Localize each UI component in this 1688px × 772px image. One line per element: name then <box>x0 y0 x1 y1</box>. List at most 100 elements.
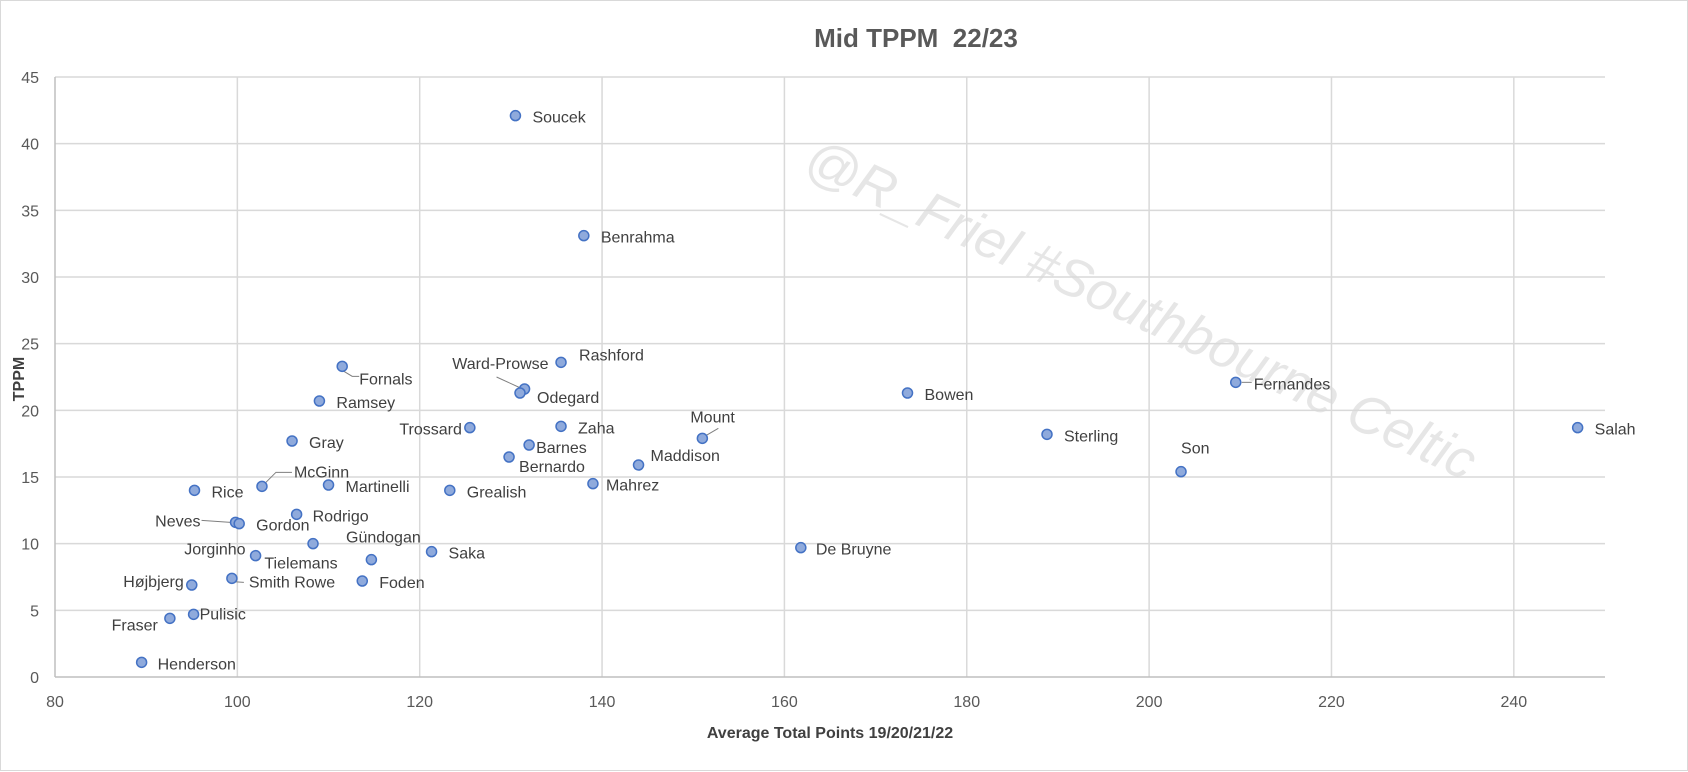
scatter-point <box>444 484 456 497</box>
scatter-point <box>336 360 348 373</box>
point-label: Tielemans <box>264 556 337 573</box>
point-label: Bowen <box>925 387 974 404</box>
x-tick-label: 240 <box>1500 694 1527 711</box>
point-label: Gündogan <box>346 530 421 547</box>
point-label: Rice <box>212 484 244 501</box>
scatter-point <box>632 459 645 471</box>
scatter-point <box>249 549 262 562</box>
point-label: Gordon <box>256 518 309 535</box>
axes: 0 5 10 15 20 25 30 35 40 45 80 100 120 140 160 180 200 22… <box>21 70 1605 711</box>
point-label: Mahrez <box>606 478 659 495</box>
point-label: Ramsey <box>336 395 395 412</box>
scatter-point <box>164 612 176 625</box>
point-labels: Soucek Benrahma Rashford Ward-Prowse Odegard… <box>112 110 1636 674</box>
scatter-point <box>313 395 326 407</box>
point-label: Ward-Prowse <box>452 356 548 373</box>
point-label: Benrahma <box>601 230 675 247</box>
point-label: Henderson <box>158 656 236 673</box>
point-label: Rashford <box>579 347 644 364</box>
x-tick-label: 200 <box>1136 694 1163 711</box>
point-label: Fraser <box>112 617 159 634</box>
scatter-point <box>1175 465 1187 478</box>
point-label: Bernardo <box>519 459 585 476</box>
scatter-point <box>226 572 238 585</box>
scatter-point <box>509 109 522 122</box>
scatter-point <box>503 451 515 463</box>
point-label: Trossard <box>399 422 462 439</box>
x-tick-label: 140 <box>589 694 616 711</box>
scatter-point <box>135 656 148 669</box>
point-label: Pulisic <box>200 606 246 623</box>
x-tick-label: 160 <box>771 694 798 711</box>
x-tick-label: 180 <box>953 694 980 711</box>
y-tick-label: 0 <box>30 670 39 687</box>
scatter-point <box>286 435 298 447</box>
gridlines <box>55 76 1605 677</box>
point-label: Salah <box>1595 422 1636 439</box>
data-points <box>135 109 1584 669</box>
point-label: Son <box>1181 441 1209 458</box>
x-tick-label: 120 <box>406 694 433 711</box>
x-tick-label: 220 <box>1318 694 1345 711</box>
scatter-point <box>1229 376 1242 389</box>
label-leaders <box>201 369 1252 583</box>
y-tick-label: 15 <box>21 470 39 487</box>
label-leader <box>341 369 360 377</box>
point-label: Højbjerg <box>123 574 183 591</box>
point-label: Neves <box>155 513 200 530</box>
label-leader <box>201 519 231 523</box>
point-label: Odegard <box>537 390 599 407</box>
scatter-point <box>307 537 319 550</box>
scatter-point <box>464 421 476 434</box>
point-label: Barnes <box>536 440 587 457</box>
point-label: McGinn <box>294 464 349 481</box>
point-label: Zaha <box>578 420 615 437</box>
scatter-point <box>555 420 567 433</box>
point-label: Maddison <box>651 448 720 465</box>
y-tick-label: 10 <box>21 537 39 554</box>
point-label: Soucek <box>532 110 586 127</box>
scatter-point <box>555 356 567 369</box>
y-tick-label: 5 <box>30 603 39 620</box>
point-label: Smith Rowe <box>249 574 335 591</box>
scatter-point <box>186 579 198 591</box>
y-tick-label: 25 <box>21 337 39 354</box>
scatter-point <box>523 439 535 451</box>
point-label: Mount <box>690 409 735 426</box>
scatter-point <box>1041 428 1053 441</box>
point-label: De Bruyne <box>816 542 892 559</box>
point-label: Jorginho <box>184 542 245 559</box>
y-axis-title: TPPM <box>11 357 28 401</box>
scatter-point <box>795 541 807 554</box>
scatter-point <box>578 229 590 242</box>
label-leader <box>264 471 292 484</box>
point-label: Fernandes <box>1254 376 1331 393</box>
y-tick-label: 40 <box>21 137 39 154</box>
y-tick-label: 45 <box>21 70 39 87</box>
point-label: Foden <box>379 575 424 592</box>
scatter-point <box>256 480 268 493</box>
y-tick-label: 30 <box>21 270 39 287</box>
scatter-point <box>233 517 245 530</box>
y-tick-label: 35 <box>21 203 39 220</box>
scatter-point <box>587 477 599 490</box>
x-tick-label: 100 <box>224 694 251 711</box>
chart-title: Mid TPPM 22/23 <box>814 23 1018 53</box>
scatter-point <box>696 432 709 445</box>
scatter-point <box>290 508 303 521</box>
point-label: Rodrigo <box>313 508 369 525</box>
scatter-point <box>365 553 378 566</box>
scatter-point <box>356 575 369 587</box>
watermark: @R_Friel #Southbourne Celtic <box>796 127 1486 491</box>
scatter-point <box>901 387 914 399</box>
point-label: Sterling <box>1064 428 1118 445</box>
point-label: Fornals <box>359 371 412 388</box>
scatter-point <box>1571 421 1584 434</box>
scatter-point <box>187 608 200 621</box>
point-label: Martinelli <box>346 479 410 496</box>
label-leader <box>496 376 521 389</box>
y-tick-label: 20 <box>21 403 39 420</box>
point-label: Saka <box>449 546 486 563</box>
point-label: Grealish <box>467 484 527 501</box>
